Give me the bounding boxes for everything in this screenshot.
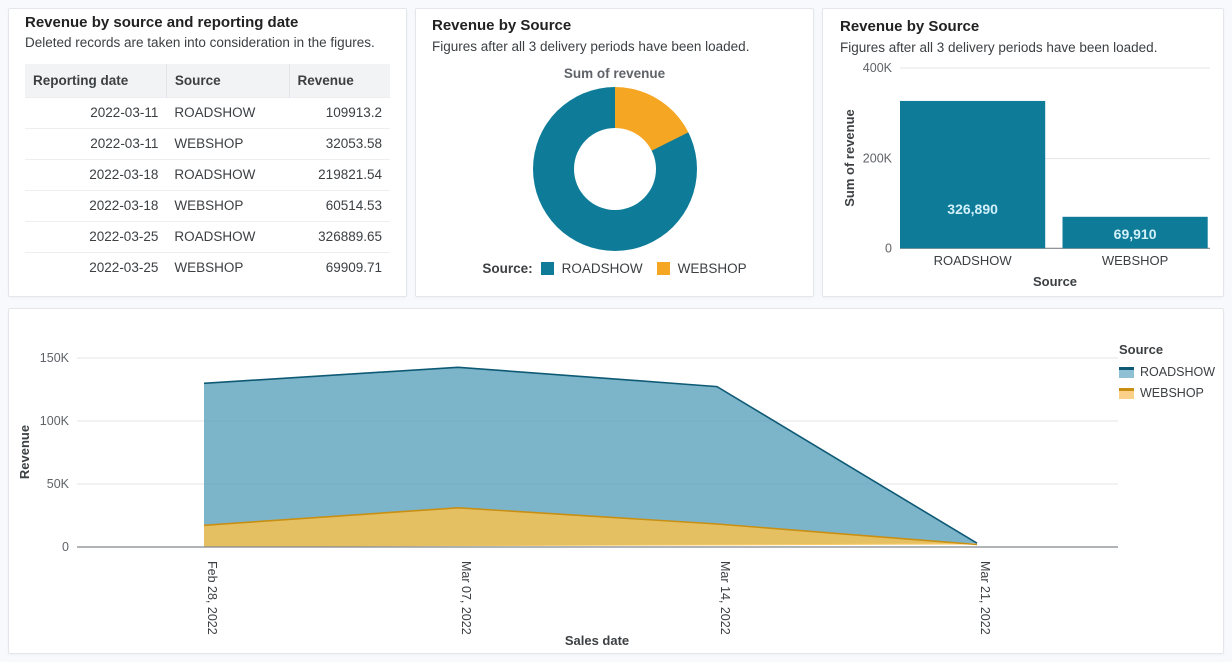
svg-text:ROADSHOW: ROADSHOW: [934, 253, 1013, 268]
svg-text:200K: 200K: [863, 152, 893, 166]
svg-text:150K: 150K: [40, 351, 70, 365]
svg-text:100K: 100K: [40, 414, 70, 428]
svg-text:Mar 07, 2022: Mar 07, 2022: [459, 561, 473, 635]
svg-text:0: 0: [62, 540, 69, 554]
svg-text:400K: 400K: [863, 61, 893, 75]
svg-text:WEBSHOP: WEBSHOP: [1102, 253, 1168, 268]
svg-text:50K: 50K: [47, 477, 70, 491]
svg-text:Mar 14, 2022: Mar 14, 2022: [718, 561, 732, 635]
svg-text:Mar 21, 2022: Mar 21, 2022: [978, 561, 992, 635]
svg-text:Sales date: Sales date: [565, 633, 629, 648]
svg-text:0: 0: [885, 241, 892, 255]
svg-text:Feb 28, 2022: Feb 28, 2022: [205, 561, 219, 635]
svg-text:Source: Source: [1033, 274, 1077, 289]
svg-text:326,890: 326,890: [948, 201, 999, 217]
svg-text:69,910: 69,910: [1114, 226, 1157, 242]
svg-text:Sum of revenue: Sum of revenue: [842, 109, 857, 207]
svg-text:Revenue: Revenue: [17, 425, 32, 479]
